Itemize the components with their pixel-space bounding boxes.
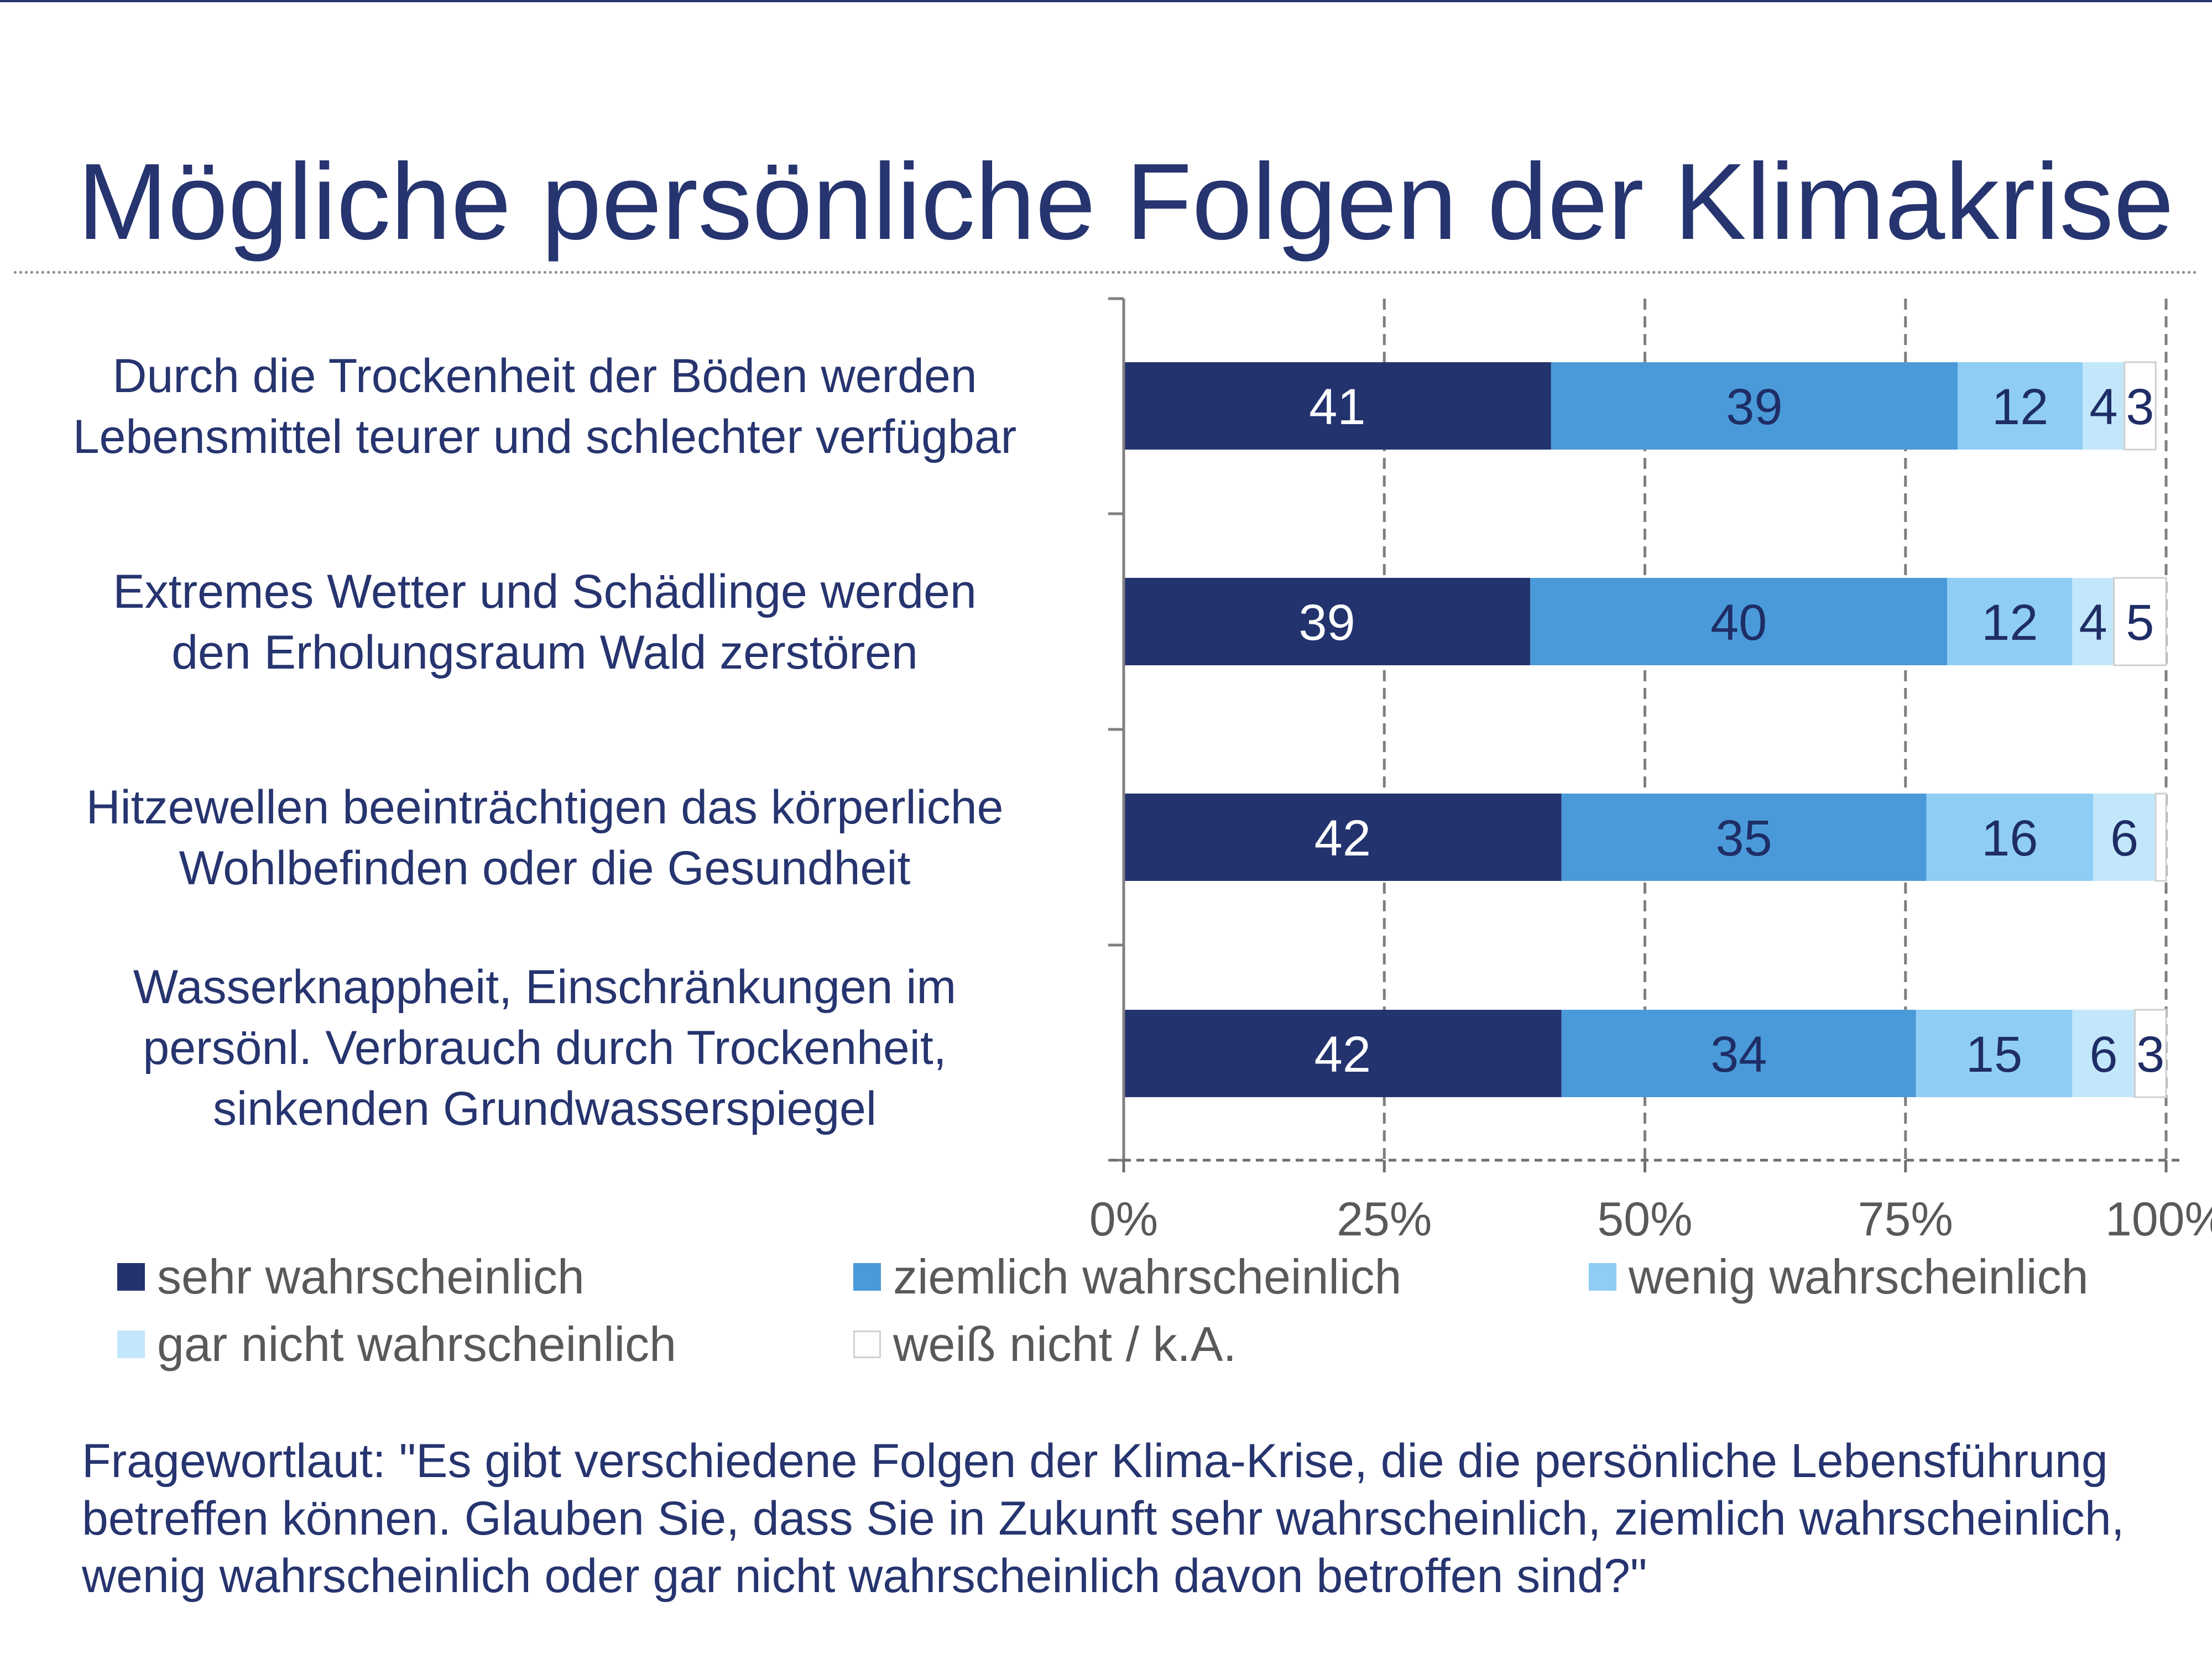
category-label-line: den Erholungsraum Wald zerstören xyxy=(171,626,918,679)
category-label-line: Extremes Wetter und Schädlinge werden xyxy=(113,565,977,618)
data-label: 16 xyxy=(1981,810,2038,867)
x-tick-label: 25% xyxy=(1337,1193,1432,1246)
data-label: 4 xyxy=(2079,594,2107,651)
bar-segment xyxy=(1124,794,1562,881)
title-divider xyxy=(14,271,2198,274)
bar-segment xyxy=(2124,361,2157,451)
data-label: 35 xyxy=(1715,810,1772,867)
bar-segment xyxy=(2113,577,2167,666)
category-label-line: Hitzewellen beeinträchtigen das körperli… xyxy=(86,781,1004,834)
x-tick-label: 50% xyxy=(1597,1193,1692,1246)
category-label-line: sinkenden Grundwasserspiegel xyxy=(213,1082,877,1135)
x-tick-label: 100% xyxy=(2105,1193,2212,1246)
question-wording: Fragewortlaut: "Es gibt verschiedene Fol… xyxy=(82,1434,2125,1603)
data-label: 39 xyxy=(1298,594,1355,651)
legend-label: wenig wahrscheinlich xyxy=(1629,1249,2089,1304)
bar-segment xyxy=(2154,792,2167,882)
data-label: 42 xyxy=(1314,810,1371,867)
category-label-line: persönl. Verbrauch durch Trockenheit, xyxy=(143,1021,947,1074)
legend-swatch xyxy=(117,1331,145,1358)
legend-swatch xyxy=(117,1263,145,1291)
legend-label: ziemlich wahrscheinlich xyxy=(893,1249,1402,1304)
legend-label: sehr wahrscheinlich xyxy=(157,1249,585,1304)
category-label: Wasserknappheit, Einschränkungen im persö… xyxy=(11,957,1078,1139)
data-label: 3 xyxy=(2126,379,2154,435)
x-tick-label: 0% xyxy=(1089,1193,1158,1246)
bar-segment xyxy=(1124,362,1551,450)
legend-swatch xyxy=(853,1331,881,1358)
bar-segment xyxy=(1947,578,2073,665)
top-border-line xyxy=(0,0,2212,2)
data-label: 6 xyxy=(2110,810,2138,867)
legend-label: weiß nicht / k.A. xyxy=(893,1317,1237,1371)
bar-segment xyxy=(1916,1010,2073,1097)
category-label: Extremes Wetter und Schädlinge werden den… xyxy=(11,561,1078,683)
bar-segment xyxy=(1561,794,1927,881)
legend-swatch xyxy=(853,1263,881,1291)
x-tick-label: 75% xyxy=(1858,1193,1953,1246)
category-label-line: Wasserknappheit, Einschränkungen im xyxy=(133,961,957,1014)
bar-segment xyxy=(2093,794,2156,881)
data-label: 34 xyxy=(1710,1026,1767,1083)
bar-segment xyxy=(1561,1010,1916,1097)
legend-label: gar nicht wahrscheinlich xyxy=(157,1317,677,1371)
data-label: 3 xyxy=(2136,1026,2164,1083)
data-label: 12 xyxy=(1992,379,2048,435)
data-label: 42 xyxy=(1314,1026,1371,1083)
page-title: Mögliche persönliche Folgen der Klimakri… xyxy=(77,141,2174,262)
bar-segment xyxy=(1124,578,1531,665)
category-label-line: Durch die Trockenheit der Böden werden xyxy=(112,349,977,403)
bar-segment xyxy=(2072,1010,2135,1097)
data-label: 39 xyxy=(1726,379,1782,435)
category-label: Hitzewellen beeinträchtigen das körperli… xyxy=(11,777,1078,899)
bar-segment xyxy=(1124,1010,1562,1097)
bar-segment xyxy=(2083,362,2125,450)
data-label: 6 xyxy=(2089,1026,2117,1083)
bar-segment xyxy=(2133,1009,2167,1098)
data-label: 5 xyxy=(2126,594,2154,651)
data-label: 15 xyxy=(1966,1026,2022,1083)
bar-segment xyxy=(1551,362,1958,450)
bar-segment xyxy=(2072,578,2114,665)
bar-segment xyxy=(1530,578,1948,665)
bar-segment xyxy=(1958,362,2083,450)
category-label: Durch die Trockenheit der Böden werden Le… xyxy=(11,346,1078,467)
category-label-line: Wohlbefinden oder die Gesundheit xyxy=(179,842,911,895)
category-label-line: Lebensmittel teurer und schlechter verfü… xyxy=(72,410,1017,463)
legend-swatch xyxy=(1589,1263,1616,1291)
stacked-bar-chart: 41 39 12 4 339 40 12 4 542 35 16 642 34 15 6 30% 25% 50% 7… xyxy=(1089,297,2212,1246)
data-label: 4 xyxy=(2089,379,2117,435)
data-label: 40 xyxy=(1710,594,1767,651)
data-label: 41 xyxy=(1309,379,1365,435)
data-label: 12 xyxy=(1981,594,2038,651)
bar-segment xyxy=(1926,794,2094,881)
